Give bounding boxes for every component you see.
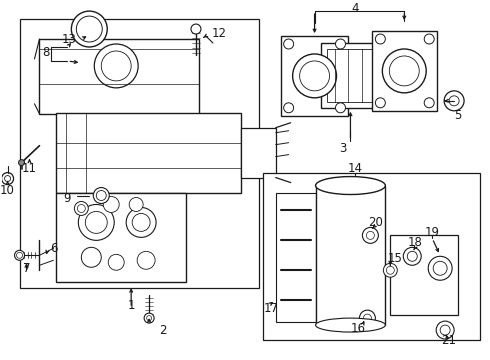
Text: 20: 20 <box>368 216 383 229</box>
Circle shape <box>428 256 452 280</box>
Bar <box>20 19 259 288</box>
Circle shape <box>74 202 88 215</box>
Circle shape <box>129 198 143 211</box>
Circle shape <box>383 263 397 277</box>
Text: 3: 3 <box>339 142 346 155</box>
Bar <box>281 36 348 116</box>
Circle shape <box>96 190 106 201</box>
Text: 8: 8 <box>42 46 49 59</box>
Text: 1: 1 <box>127 299 135 312</box>
Circle shape <box>436 321 454 339</box>
Circle shape <box>444 91 464 111</box>
Circle shape <box>336 103 345 113</box>
Circle shape <box>94 44 138 88</box>
Circle shape <box>93 188 109 203</box>
Text: 4: 4 <box>352 1 359 15</box>
Text: 6: 6 <box>49 242 57 255</box>
Circle shape <box>382 49 426 93</box>
Circle shape <box>144 313 154 323</box>
Text: 5: 5 <box>454 109 462 122</box>
Circle shape <box>449 96 459 106</box>
Circle shape <box>440 325 450 335</box>
Text: 7: 7 <box>23 262 30 275</box>
Bar <box>326 49 384 102</box>
Text: 9: 9 <box>64 192 71 205</box>
Circle shape <box>386 266 394 274</box>
Circle shape <box>147 316 151 321</box>
Ellipse shape <box>316 176 385 194</box>
Text: 16: 16 <box>351 321 366 334</box>
Circle shape <box>293 54 337 98</box>
Circle shape <box>103 197 119 212</box>
Bar <box>391 235 458 315</box>
Bar <box>56 193 186 282</box>
Text: 15: 15 <box>388 252 403 265</box>
Circle shape <box>424 98 434 108</box>
Text: 19: 19 <box>425 226 440 239</box>
Bar <box>241 128 276 177</box>
Bar <box>40 39 199 114</box>
Circle shape <box>132 213 150 231</box>
Text: 17: 17 <box>263 302 278 315</box>
Text: 12: 12 <box>211 27 226 40</box>
Circle shape <box>390 56 419 86</box>
Circle shape <box>191 24 201 34</box>
Circle shape <box>336 39 345 49</box>
Circle shape <box>19 159 25 166</box>
Circle shape <box>1 172 14 185</box>
Circle shape <box>433 261 447 275</box>
Circle shape <box>403 247 421 265</box>
Bar <box>263 172 480 340</box>
Circle shape <box>137 251 155 269</box>
Bar <box>320 43 391 108</box>
Circle shape <box>375 98 385 108</box>
Bar <box>372 31 437 111</box>
Circle shape <box>81 247 101 267</box>
Circle shape <box>77 204 85 212</box>
Text: 21: 21 <box>441 333 456 347</box>
Circle shape <box>101 51 131 81</box>
Text: 2: 2 <box>159 324 167 337</box>
Text: 18: 18 <box>408 236 423 249</box>
Circle shape <box>72 11 107 47</box>
Circle shape <box>85 211 107 233</box>
Circle shape <box>78 204 114 240</box>
Text: 10: 10 <box>0 184 15 197</box>
Bar <box>56 113 241 193</box>
Circle shape <box>364 314 371 322</box>
Text: 13: 13 <box>62 32 77 45</box>
Text: 14: 14 <box>348 162 363 175</box>
Circle shape <box>76 16 102 42</box>
Circle shape <box>15 250 24 260</box>
Circle shape <box>126 207 156 237</box>
Circle shape <box>284 39 294 49</box>
Circle shape <box>407 251 417 261</box>
Circle shape <box>424 34 434 44</box>
Circle shape <box>284 103 294 113</box>
Circle shape <box>375 34 385 44</box>
Circle shape <box>4 176 11 181</box>
Circle shape <box>363 228 378 243</box>
Circle shape <box>367 231 374 239</box>
Bar <box>316 185 385 325</box>
Ellipse shape <box>316 318 385 332</box>
Text: 11: 11 <box>22 162 37 175</box>
Circle shape <box>17 252 23 258</box>
Circle shape <box>108 254 124 270</box>
Circle shape <box>299 61 329 91</box>
Bar <box>276 193 316 322</box>
Circle shape <box>360 310 375 326</box>
